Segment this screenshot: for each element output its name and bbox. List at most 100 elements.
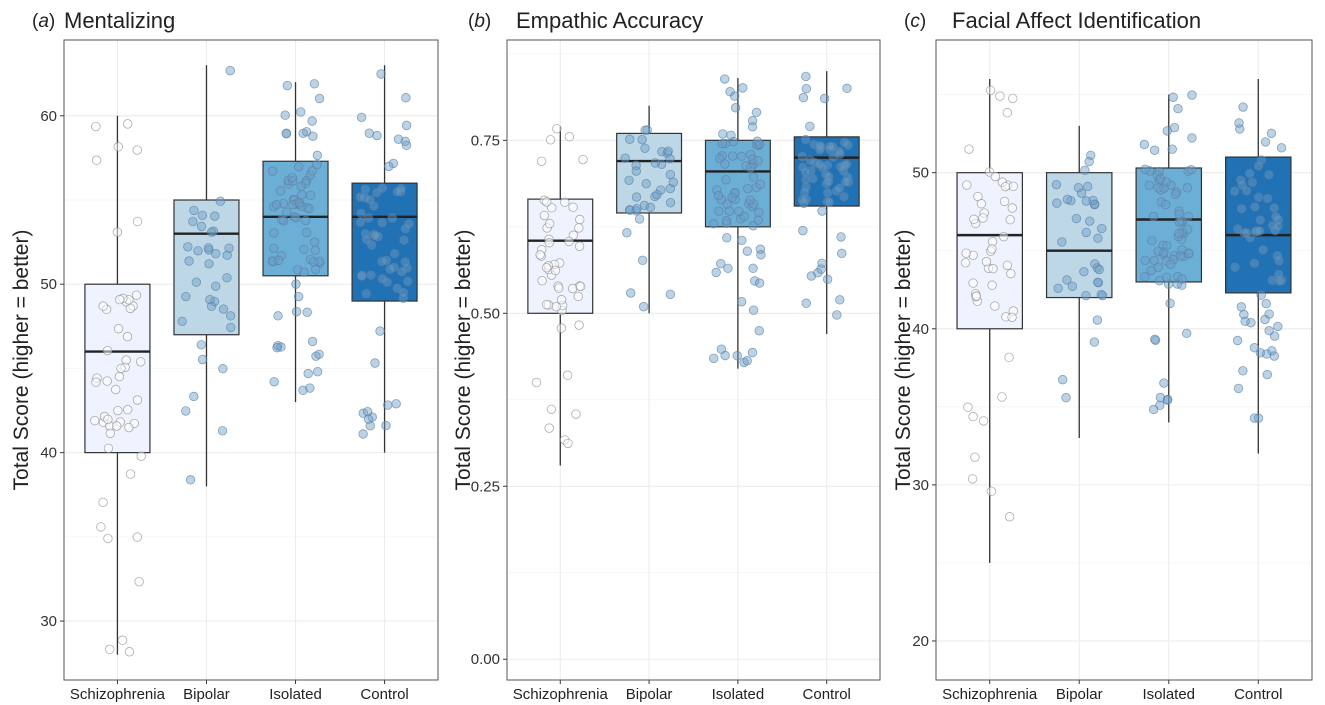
x-tick-label: Isolated [269,686,322,703]
data-point [968,411,978,422]
data-point [1081,290,1091,301]
data-point [401,93,411,103]
data-point [1085,216,1095,226]
data-point [1174,228,1184,239]
data-point [542,197,552,207]
data-point [738,83,748,93]
data-point [563,438,573,449]
data-point [1266,128,1277,138]
data-point [1174,206,1184,216]
data-point [968,278,978,288]
data-point [747,122,758,132]
data-point [211,281,221,291]
data-point [392,187,402,197]
data-point [1173,231,1184,242]
data-point [564,236,574,247]
data-point [310,264,321,274]
data-point [222,250,232,260]
data-point [721,216,732,226]
data-point [842,172,853,182]
data-point [309,237,320,247]
data-point [1162,395,1173,405]
data-point [1148,211,1159,222]
data-point [291,279,301,289]
data-point [1182,328,1192,339]
data-point [741,161,751,171]
data-point [269,377,279,387]
data-point [114,371,125,382]
data-point [668,177,679,187]
data-point [665,153,675,164]
data-point [98,497,108,507]
data-point [745,195,755,205]
data-point [1269,331,1280,341]
data-point [272,342,282,353]
data-point [291,213,301,223]
data-point [622,228,632,238]
data-point [1261,349,1272,359]
data-point [801,83,812,94]
y-tick-label: 50 [912,165,929,182]
data-point [839,137,850,148]
data-point [748,305,759,315]
data-point [296,107,306,117]
data-point [718,129,728,139]
data-point [307,166,317,176]
data-point [1253,192,1264,202]
data-point [113,405,123,416]
data-point [404,218,414,229]
x-tick-label: Isolated [712,686,765,703]
data-point [117,635,128,645]
x-tick-label: Bipolar [183,686,230,703]
data-point [1144,180,1155,191]
data-point [224,243,234,253]
data-point [1167,144,1177,154]
data-point [115,294,125,305]
data-point [360,184,371,195]
data-point [122,119,133,129]
data-point [398,287,409,298]
data-point [745,163,756,173]
data-point [225,65,235,76]
data-point [382,277,392,287]
data-point [276,250,287,261]
data-point [1079,266,1089,277]
data-point [713,190,724,201]
data-point [1140,164,1150,175]
data-point [132,395,143,405]
data-point [314,93,325,104]
data-point [652,189,662,200]
data-point [641,179,651,189]
data-point [281,129,292,139]
data-point [836,162,846,172]
data-point [123,405,133,415]
data-point [357,271,367,281]
data-point [1156,197,1167,207]
data-point [800,175,811,185]
y-tick-label: 50 [40,276,57,293]
data-point [282,80,292,91]
data-point [801,71,811,82]
data-point [645,202,656,213]
x-tick-label: Schizophrenia [942,686,1038,703]
data-point [132,216,143,227]
data-point [640,143,650,153]
data-point [1174,217,1185,227]
x-tick-label: Control [803,686,851,703]
data-point [625,134,635,144]
data-point [1071,213,1082,224]
data-point [103,443,114,453]
data-point [531,377,542,388]
data-point [798,92,809,103]
data-point [544,423,554,433]
data-point [298,128,308,138]
data-point [113,142,124,152]
data-point [719,74,730,84]
data-point [1274,269,1284,280]
panel-c: 20 30 40 50 Schizophrenia Bipolar Isolated Cont… [892,8,1313,703]
data-point [1170,189,1181,199]
data-point [817,258,827,268]
data-point [1007,312,1017,322]
data-point [725,87,735,97]
data-point [1139,139,1150,150]
